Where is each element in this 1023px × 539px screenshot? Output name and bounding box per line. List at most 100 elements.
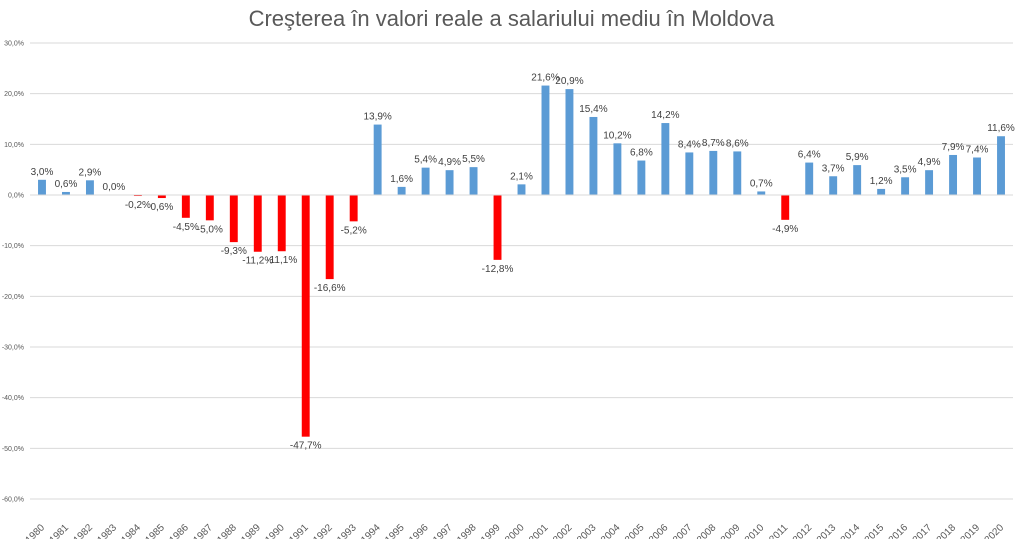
data-label: -16,6% [314, 283, 346, 294]
bar [733, 151, 742, 195]
gridlines [30, 42, 1013, 500]
x-tick-label: 2018 [935, 522, 959, 539]
bar [757, 191, 766, 195]
data-label: 14,2% [651, 110, 679, 121]
x-tick-label: 1999 [479, 522, 503, 539]
bar [949, 154, 958, 195]
data-label: 0,0% [103, 182, 126, 193]
bar [85, 180, 94, 195]
x-tick-label: 1980 [24, 522, 48, 539]
bar [397, 186, 406, 195]
y-tick-label: -40,0% [2, 395, 24, 402]
chart-title: Creşterea în valori reale a salariului m… [248, 6, 775, 31]
data-label: 6,8% [630, 148, 653, 159]
x-tick-label: 2002 [551, 522, 575, 539]
bar [853, 165, 862, 195]
x-tick-label: 1994 [359, 522, 383, 539]
bar [685, 152, 694, 195]
data-label: 4,9% [438, 157, 461, 168]
y-tick-label: 10,0% [4, 142, 24, 149]
y-tick-label: 30,0% [4, 41, 24, 48]
x-tick-label: 1988 [215, 522, 239, 539]
bar [421, 167, 430, 195]
x-tick-label: 2007 [671, 522, 695, 539]
data-label: 3,7% [822, 163, 845, 174]
data-label: 7,4% [966, 145, 989, 156]
data-label: 11,6% [987, 123, 1015, 134]
x-tick-label: 2016 [887, 522, 911, 539]
data-labels: 3,0%0,6%2,9%0,0%-0,2% 0,6%-4,5%-5,0%-9,3%… [31, 73, 1015, 452]
data-label: 21,6% [531, 73, 559, 84]
bar [973, 157, 981, 195]
data-label: 8,7% [702, 138, 725, 149]
data-label: 0,6% [55, 179, 78, 190]
bar [445, 170, 454, 195]
bar [181, 195, 190, 218]
data-label: 2,1% [510, 171, 533, 182]
y-tick-label: -10,0% [2, 243, 24, 250]
bar [877, 188, 886, 195]
x-tick-label: 1997 [431, 522, 455, 539]
data-label: 3,0% [31, 167, 54, 178]
data-label: 0,7% [750, 178, 773, 189]
data-label: 4,9% [918, 157, 941, 168]
data-label: -5,2% [341, 225, 367, 236]
x-tick-label: 1992 [311, 522, 335, 539]
y-tick-label: -50,0% [2, 446, 24, 453]
bar [997, 136, 1005, 195]
data-label: -9,3% [221, 246, 247, 257]
x-tick-label: 2003 [575, 522, 599, 539]
x-tick-label: 2019 [959, 522, 983, 539]
bar [301, 195, 310, 437]
bar [901, 177, 910, 195]
x-tick-label: 2013 [815, 522, 839, 539]
x-tick-label: 2012 [791, 522, 815, 539]
x-tick-label: 2006 [647, 522, 671, 539]
x-tick-label: 2010 [743, 522, 767, 539]
bar [637, 160, 646, 195]
data-label: 5,4% [414, 155, 437, 166]
bar [925, 170, 934, 195]
x-tick-label: 2017 [911, 522, 935, 539]
bar [781, 195, 790, 220]
bar [469, 167, 478, 195]
bar [829, 176, 838, 195]
x-tick-label: 1995 [383, 522, 407, 539]
y-tick-label: -60,0% [2, 497, 24, 504]
bar [661, 123, 670, 195]
x-tick-label: 1986 [167, 522, 191, 539]
x-tick-label: 1985 [143, 522, 167, 539]
bar [493, 195, 502, 260]
bar [709, 150, 718, 195]
y-tick-label: 0,0% [8, 193, 24, 200]
x-tick-label: 1990 [263, 522, 287, 539]
bar [373, 124, 382, 195]
x-tick-label: 2015 [863, 522, 887, 539]
data-label: 13,9% [363, 112, 391, 123]
data-label: -11,2% [242, 256, 273, 267]
bar [133, 195, 142, 197]
y-tick-label: 20,0% [4, 91, 24, 98]
data-label: 1,2% [870, 176, 893, 187]
x-tick-label: 1981 [48, 522, 72, 539]
bar [253, 195, 262, 252]
data-label: -0,2% [125, 200, 151, 211]
data-label: 0,6% [150, 202, 173, 213]
data-label: -47,7% [290, 441, 322, 452]
x-tick-label: 1984 [120, 522, 144, 539]
data-label: 15,4% [579, 104, 607, 115]
data-label: 3,5% [894, 164, 917, 175]
data-label: -5,0% [197, 224, 223, 235]
bar [205, 195, 214, 221]
x-tick-label: 2001 [527, 522, 551, 539]
data-label: 20,9% [555, 76, 583, 87]
x-tick-label: 1993 [335, 522, 359, 539]
y-tick-label: -20,0% [2, 294, 24, 301]
data-label: -4,9% [772, 224, 798, 235]
bar [541, 85, 550, 195]
x-tick-label: 1996 [407, 522, 431, 539]
data-label: 8,4% [678, 139, 701, 150]
bar [325, 195, 334, 280]
x-tick-label: 2000 [503, 522, 527, 539]
